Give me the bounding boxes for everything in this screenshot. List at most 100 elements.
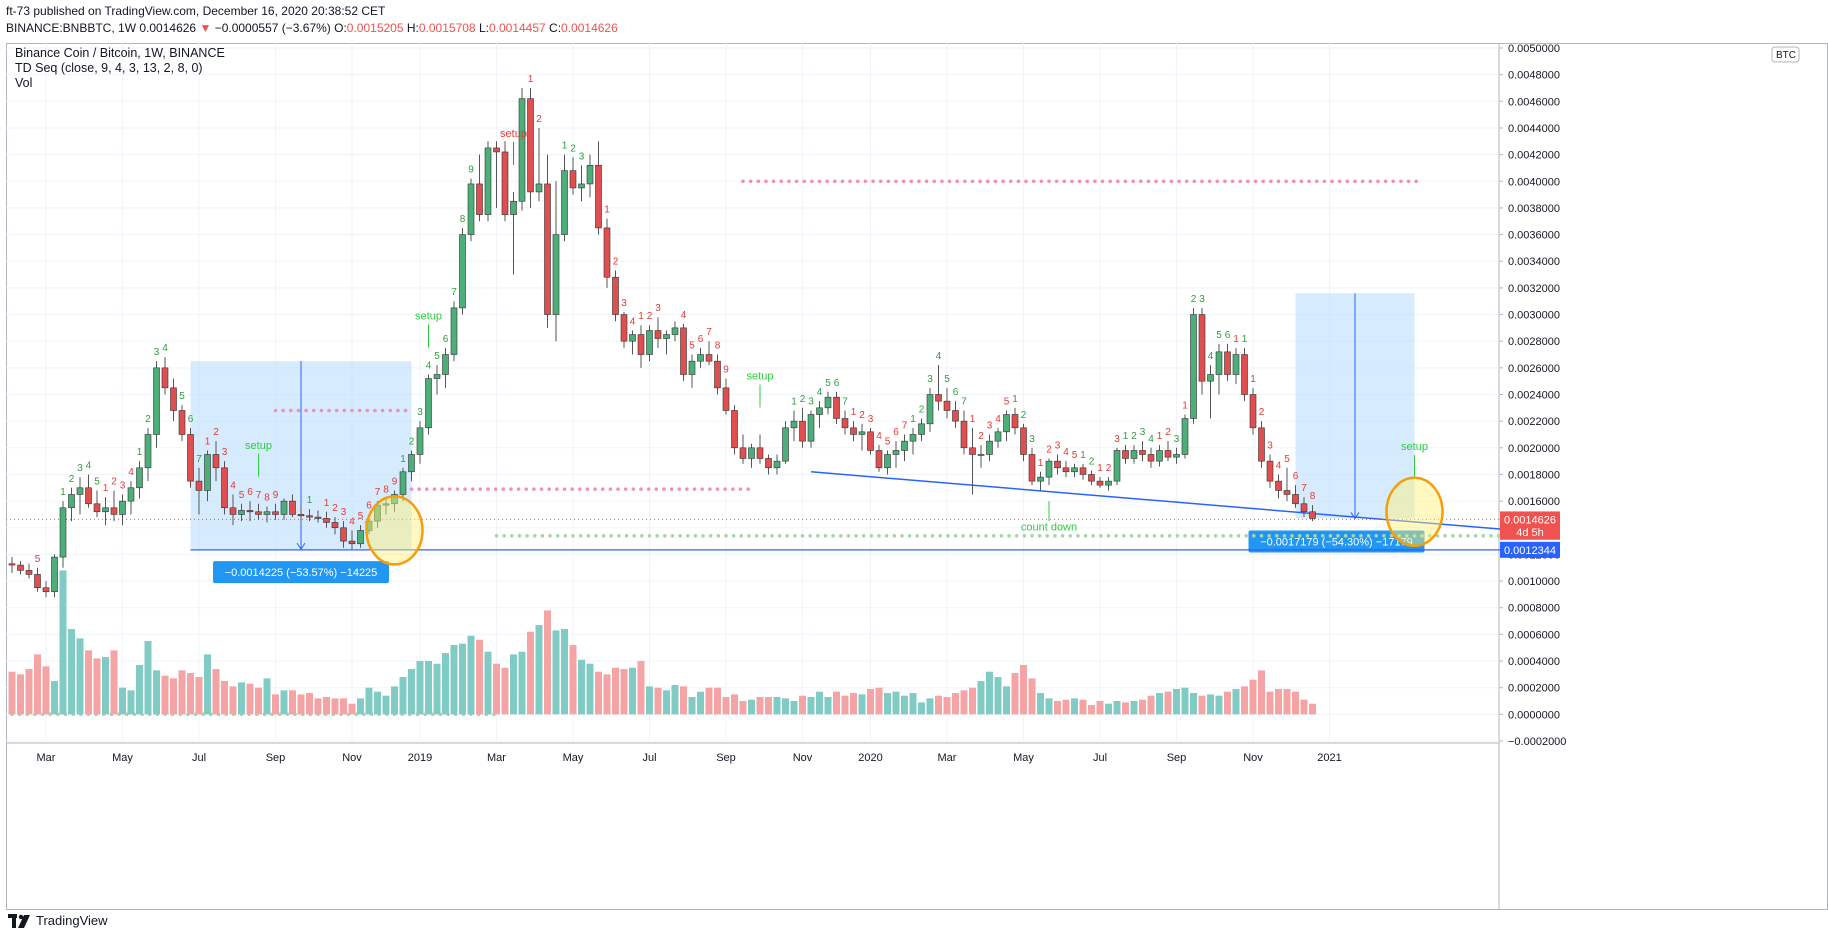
candle-body	[612, 276, 619, 315]
td-level-dot	[547, 487, 551, 491]
td-count-label: 5	[825, 378, 831, 389]
td-level-dot	[894, 179, 898, 184]
volume-bar	[1181, 687, 1189, 715]
volume-bar	[34, 654, 41, 715]
td-level-dot	[1144, 533, 1149, 538]
candle-body	[1275, 480, 1282, 491]
volume-bar	[416, 661, 424, 715]
td-level-dot	[357, 408, 362, 413]
td-level-dot	[738, 487, 743, 491]
td-level-dot	[978, 179, 982, 184]
legend-indicator[interactable]: TD Seq (close, 9, 4, 3, 13, 2, 8, 0)	[15, 61, 203, 75]
volume-bar	[1088, 705, 1095, 715]
td-level-dot	[1366, 533, 1371, 538]
td-count-label: 2	[409, 436, 415, 447]
td-level-dot	[1275, 533, 1279, 538]
td-level-dot	[1420, 533, 1424, 538]
volume-bar	[833, 691, 840, 715]
volume-bar	[178, 670, 186, 715]
tradingview-footer[interactable]: TradingView	[8, 913, 108, 928]
td-level-dot	[365, 408, 370, 413]
chart-area[interactable]: 0.0050000 0.0048000 0.0046000 0.0044000 0.00…	[6, 43, 1828, 910]
candle-body	[892, 450, 900, 455]
volume-bar	[841, 695, 849, 715]
td-level-dot	[723, 487, 727, 491]
candle-body	[858, 431, 866, 435]
volume-bar	[1232, 689, 1240, 715]
td-level-dot	[938, 533, 942, 538]
td-level-dot	[693, 533, 698, 538]
td-level-dot	[409, 487, 414, 491]
td-count-label: 6	[893, 427, 899, 438]
volume-bar	[1215, 695, 1223, 715]
candle-body	[1241, 354, 1248, 395]
candle-body	[484, 147, 492, 215]
volume-bar	[289, 690, 296, 715]
td-level-dot	[502, 533, 506, 538]
volume-bar	[620, 669, 628, 715]
volume-bar	[892, 691, 900, 715]
td-level-dot	[1116, 179, 1120, 184]
volume-bar	[901, 695, 908, 715]
countdown-annotation: count down	[1021, 521, 1077, 533]
td-level-dot	[754, 533, 759, 538]
td-count-label: 5	[689, 341, 695, 352]
volume-bar	[297, 694, 305, 715]
td-count-label: 4	[426, 361, 432, 372]
td-level-dot	[746, 487, 750, 491]
td-level-dot	[771, 179, 776, 184]
volume-bar	[1283, 689, 1291, 715]
volume-bar	[1028, 678, 1036, 715]
candle-body	[238, 510, 245, 515]
td-level-dot	[1267, 533, 1271, 538]
td-level-dot	[1099, 533, 1103, 538]
td-count-label: 3	[987, 420, 993, 431]
td-count-label: 1	[1123, 431, 1129, 442]
td-level-dot	[1406, 179, 1411, 184]
setup-annotation: setup	[1401, 441, 1428, 453]
low-label: L:	[478, 21, 489, 35]
td-level-dot	[493, 487, 498, 491]
td-level-dot	[1414, 179, 1418, 184]
td-level-dot	[289, 408, 293, 413]
volume-bar	[960, 690, 968, 715]
candle-body	[357, 530, 364, 545]
td-level-dot	[640, 533, 644, 538]
td-level-dot	[1198, 533, 1203, 538]
legend-volume[interactable]: Vol	[15, 76, 33, 90]
candle-body	[705, 354, 713, 362]
td-count-label: 5	[179, 391, 185, 402]
td-count-label: 3	[154, 347, 160, 358]
td-level-dot	[963, 179, 967, 184]
candle-body	[960, 420, 968, 449]
td-level-dot	[1129, 533, 1134, 538]
td-count-label: 4	[128, 467, 134, 478]
td-count-label: 1	[528, 74, 534, 85]
candle-body	[918, 423, 925, 435]
td-count-label: 1	[970, 414, 976, 425]
td-count-label: 5	[35, 554, 41, 565]
td-level-dot	[823, 533, 828, 538]
td-level-dot	[1039, 179, 1044, 184]
td-count-label: 9	[723, 365, 729, 376]
volume-bar	[246, 683, 254, 715]
price-chart[interactable]: 0.0050000 0.0048000 0.0046000 0.0044000 0.00…	[6, 43, 1828, 910]
volume-bar	[1113, 701, 1121, 715]
td-level-dot	[1161, 179, 1166, 184]
legend-title[interactable]: Binance Coin / Bitcoin, 1W, BINANCE	[15, 46, 225, 60]
td-level-dot	[986, 179, 990, 184]
volume-bar	[85, 650, 92, 715]
td-level-dot	[1314, 179, 1319, 184]
price-tick-label: 0.0038000	[1508, 203, 1560, 215]
candle-body	[119, 500, 126, 515]
td-level-dot	[524, 487, 529, 491]
td-level-dot	[548, 533, 552, 538]
td-level-dot	[731, 533, 736, 538]
td-level-dot	[1353, 179, 1357, 184]
candle-body	[1071, 467, 1078, 473]
candle-body	[476, 183, 483, 215]
candle-body	[816, 407, 823, 415]
candle-body	[331, 522, 339, 529]
volume-bar	[552, 630, 560, 715]
td-level-dot	[654, 487, 659, 491]
